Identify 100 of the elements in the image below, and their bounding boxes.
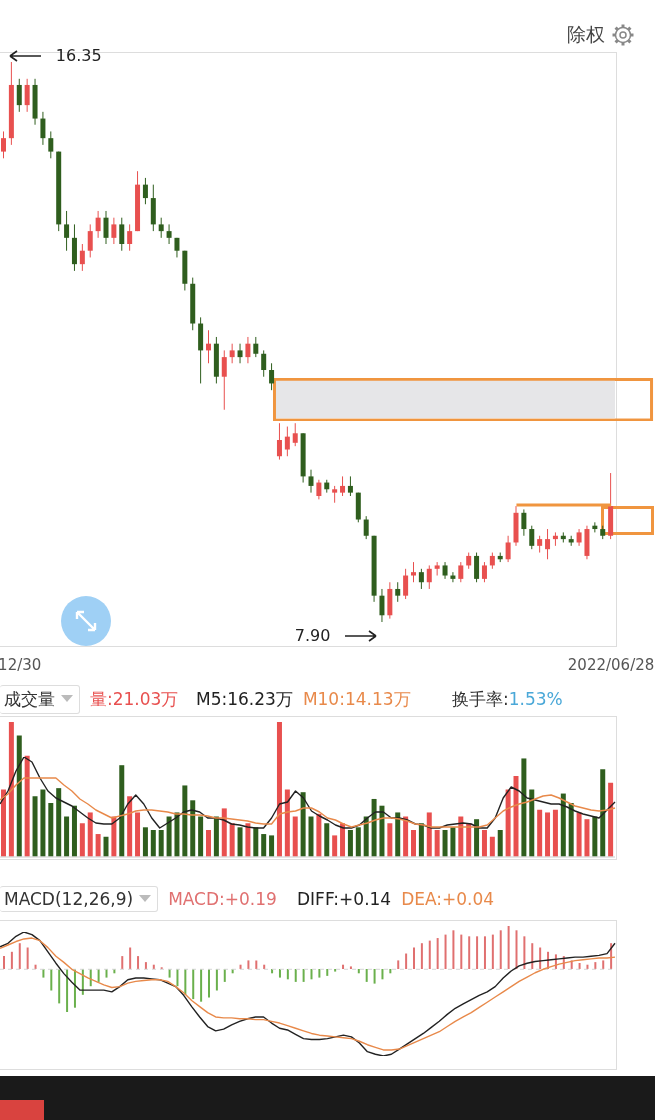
text: 量:21.03万 [90, 687, 179, 711]
bar [444, 934, 447, 969]
bar [434, 830, 440, 857]
bar [608, 782, 614, 857]
candlestick [316, 479, 322, 500]
bar [349, 966, 352, 969]
text: M10:14.13万 [302, 687, 411, 711]
candlestick [521, 508, 527, 537]
bar [602, 960, 605, 969]
chart-title: MACD(12,26,9) [4, 889, 134, 909]
bar [531, 943, 534, 969]
bar [578, 962, 581, 969]
bar [261, 834, 267, 857]
bar [208, 969, 210, 998]
candlestick [1, 130, 6, 159]
candlestick [229, 343, 235, 364]
bar [144, 962, 147, 969]
bar [452, 930, 455, 969]
bar [355, 827, 361, 857]
bar [103, 836, 109, 857]
candlestick [166, 223, 172, 245]
candlestick [284, 426, 290, 457]
bar [397, 960, 400, 969]
candlestick [158, 217, 164, 239]
candlestick [292, 422, 298, 447]
candlestick [395, 581, 401, 603]
candlestick [16, 78, 22, 113]
bar [515, 930, 518, 969]
bar [428, 940, 431, 969]
bar [294, 969, 297, 982]
bar [215, 969, 218, 991]
bar [450, 827, 456, 857]
candlestick [347, 475, 353, 497]
bar [245, 823, 251, 857]
candlestick [24, 78, 30, 113]
bar [26, 947, 29, 969]
bar [1, 789, 6, 857]
bar [483, 936, 486, 969]
candlestick [127, 223, 133, 252]
bar [286, 969, 289, 980]
bar [213, 816, 219, 857]
bar [340, 823, 346, 857]
text: MACD:+0.19 [168, 889, 277, 909]
bar [206, 830, 211, 857]
bar [594, 962, 597, 969]
text: 除权 [567, 22, 605, 47]
bar [32, 796, 38, 857]
bar [373, 969, 376, 984]
x-tick-label: 2022/06/28 [567, 656, 655, 674]
candlestick [119, 217, 125, 252]
candlestick [545, 528, 551, 560]
bar [318, 969, 321, 978]
bar [310, 969, 313, 980]
candlestick [481, 561, 487, 583]
candlestick [363, 515, 369, 540]
x-tick-label: 12/30 [0, 656, 42, 674]
bar [56, 788, 62, 857]
candlestick [48, 130, 54, 159]
bar [584, 819, 590, 857]
bar [142, 827, 148, 857]
bar [371, 798, 377, 857]
candlestick [87, 223, 93, 258]
candlestick [505, 535, 511, 563]
candlestick [269, 362, 275, 391]
bar [481, 830, 487, 857]
bar [505, 789, 511, 857]
candlestick [253, 336, 259, 358]
bar [247, 960, 250, 969]
candlestick [261, 349, 267, 378]
bar [497, 830, 503, 857]
bar [560, 793, 566, 857]
bar [284, 789, 290, 857]
bar [545, 812, 551, 857]
candlestick [426, 564, 432, 590]
bar [476, 936, 479, 969]
bar [64, 816, 70, 857]
bar [229, 823, 235, 857]
bar [395, 812, 401, 857]
text: 7.90 [294, 626, 331, 645]
bar [513, 776, 519, 857]
bar [552, 809, 558, 857]
text: M5:16.23万 [196, 687, 293, 711]
bar [568, 803, 574, 857]
bar [3, 956, 5, 969]
bar [18, 943, 21, 969]
bar [48, 803, 54, 857]
bar [308, 816, 314, 857]
bar [237, 827, 243, 857]
bar [200, 969, 203, 1002]
bar [221, 808, 227, 857]
text: 换手率:1.53% [452, 687, 563, 711]
bar [442, 830, 448, 857]
candlestick [111, 217, 117, 245]
bar [592, 816, 598, 857]
bar [405, 953, 408, 969]
candlestick [103, 210, 109, 245]
bar [292, 816, 298, 857]
bar [576, 812, 582, 857]
candlestick [95, 210, 101, 239]
bar [491, 934, 494, 969]
